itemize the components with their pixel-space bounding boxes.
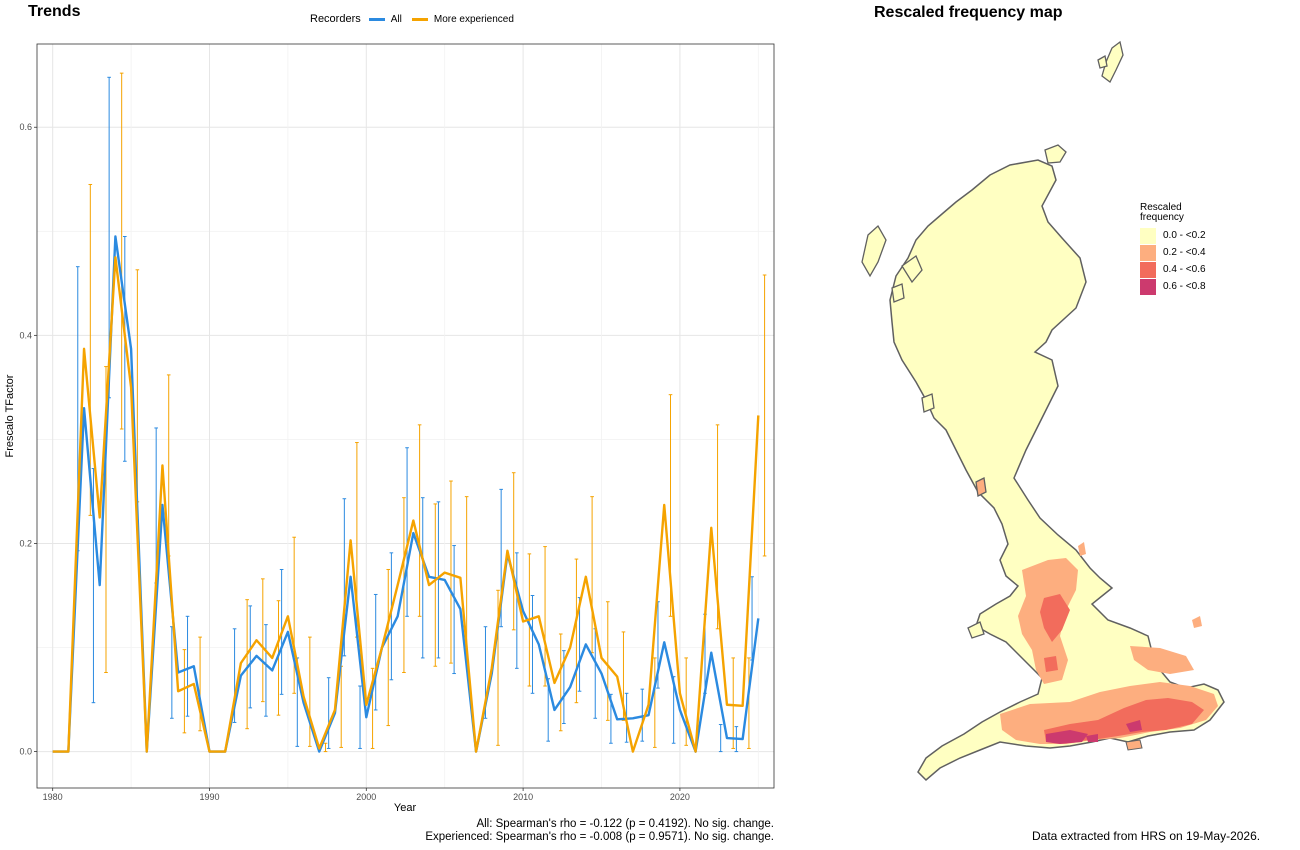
frequency-map [861,40,1225,782]
stats-line-experienced: Experienced: Spearman's rho = -0.008 (p … [425,831,774,843]
y-tick-label: 0.4 [19,330,32,340]
chart-legend: Recorders All More experienced [310,13,524,25]
map-legend-swatch [1140,244,1156,261]
footer-note: Data extracted from HRS on 19-May-2026. [1032,829,1261,843]
y-tick-label: 0.2 [19,538,32,548]
x-tick-label: 2010 [513,792,533,802]
skye-island [901,255,923,284]
series-line-all [52,235,760,753]
legend-label-all: All [390,13,402,25]
band-0.2-northwest [1078,542,1086,556]
shetland-islet [1097,54,1108,69]
x-axis-title: Year [394,802,417,814]
series-line-experienced [52,256,760,753]
band-0.2-east [1130,646,1194,674]
band-0.4-south [1044,698,1204,742]
outer-hebrides [861,224,887,278]
map-legend-label: 0.2 - <0.4 [1163,247,1206,258]
trend-chart: 0.0 0.2 0.4 0.6 1980 1990 2000 2010 2020 Year Fr… [4,43,775,814]
x-tick-label: 2000 [356,792,376,802]
legend-item-experienced: More experienced [411,13,514,25]
band-0.2-spot [1192,616,1202,628]
map-legend-label: 0.6 - <0.8 [1163,281,1206,292]
legend-item-all: All [368,13,402,25]
map-legend: Rescaled frequency 0.0 - <0.2 0.2 - <0.4… [1140,203,1206,295]
islay-island [921,393,935,413]
map-legend-item: 0.6 - <0.8 [1140,278,1206,295]
map-legend-item: 0.0 - <0.2 [1140,227,1206,244]
x-tick-label: 1990 [199,792,219,802]
band-0.4-midlands [1040,594,1070,642]
trends-title: Trends [28,3,81,20]
stats-text: All: Spearman's rho = -0.122 (p = 0.4192… [425,818,774,844]
isle-of-man [975,477,987,497]
band-0.6-south-3 [1086,734,1098,742]
map-legend-title-line2: frequency [1140,212,1184,223]
map-legend-swatch [1140,278,1156,295]
y-axis-title: Frescalo TFactor [4,374,16,457]
map-legend-label: 0.4 - <0.6 [1163,264,1206,275]
stats-line-all: All: Spearman's rho = -0.122 (p = 0.4192… [476,818,774,830]
band-0.6-south [1046,730,1088,744]
series-layer [52,72,767,753]
map-legend-label: 0.0 - <0.2 [1163,230,1206,241]
x-tick-label: 2020 [670,792,690,802]
axis-layer: 0.0 0.2 0.4 0.6 1980 1990 2000 2010 2020 [19,122,689,802]
map-legend-title-line1: Rescaled [1140,202,1182,213]
great-britain-outline [889,159,1225,782]
map-title: Rescaled frequency map [874,4,1063,21]
orkney-islands [1044,144,1067,164]
legend-swatch-all [368,17,385,21]
map-legend-title: Rescaled frequency [1140,203,1206,223]
plot-border [36,43,775,789]
y-tick-label: 0.0 [19,747,32,757]
y-tick-label: 0.6 [19,122,32,132]
map-legend-item: 0.2 - <0.4 [1140,244,1206,261]
grid-layer [37,44,774,788]
map-legend-item: 0.4 - <0.6 [1140,261,1206,278]
map-legend-swatch [1140,227,1156,244]
map-legend-swatch [1140,261,1156,278]
hebrides-islet [891,283,905,303]
legend-label-experienced: More experienced [433,13,514,25]
anglesey-island [967,621,985,639]
isle-of-wight [1125,739,1143,751]
band-0.4-midlands-small [1044,656,1058,672]
legend-title: Recorders [310,13,361,25]
x-tick-label: 1980 [43,792,63,802]
band-0.6-south-2 [1126,720,1142,732]
legend-swatch-experienced [411,17,428,21]
